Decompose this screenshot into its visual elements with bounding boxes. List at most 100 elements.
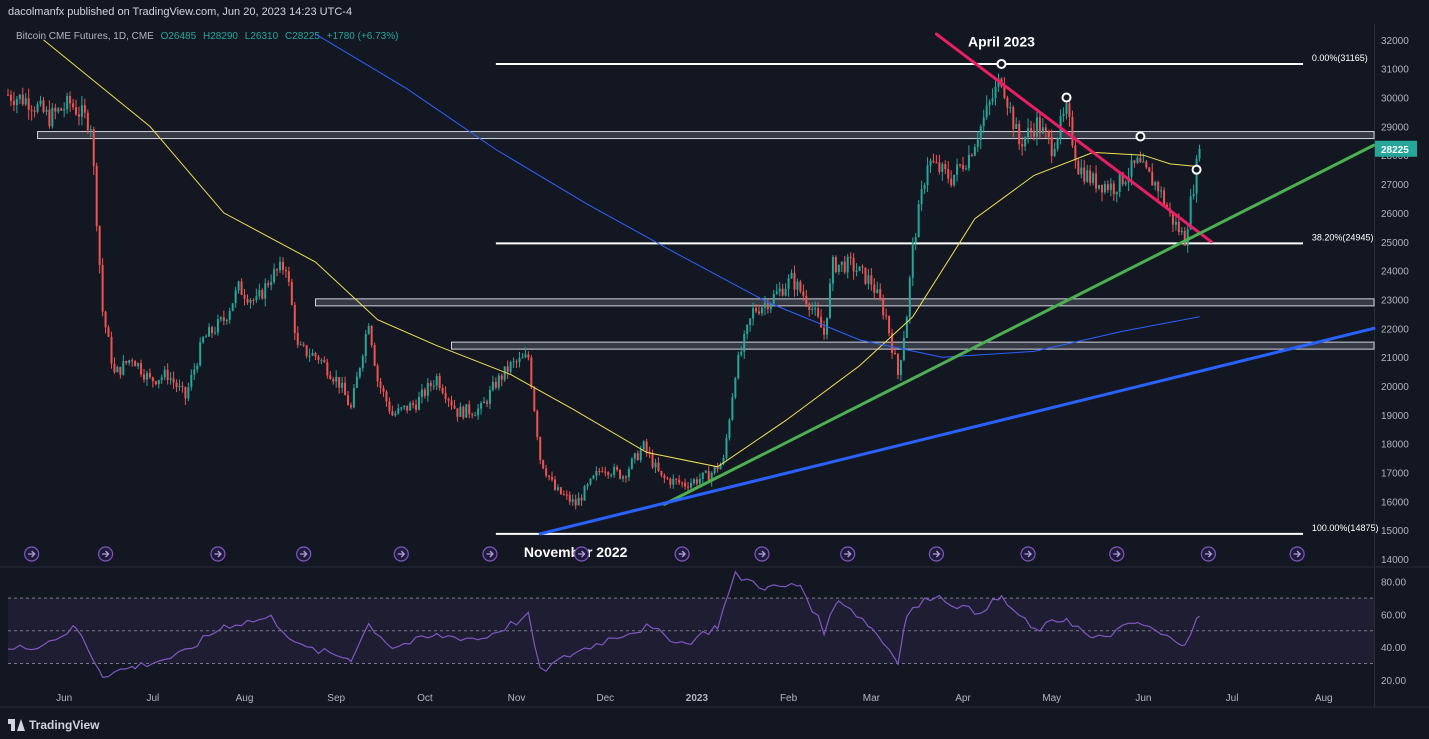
candle[interactable] xyxy=(994,80,997,106)
candle[interactable] xyxy=(1071,110,1074,149)
candle[interactable] xyxy=(826,317,829,340)
candle[interactable] xyxy=(361,354,364,372)
candle[interactable] xyxy=(308,348,311,362)
candle[interactable] xyxy=(592,475,595,480)
candle[interactable] xyxy=(107,325,110,338)
candle[interactable] xyxy=(929,158,932,174)
candle[interactable] xyxy=(781,283,784,297)
candle[interactable] xyxy=(515,359,518,368)
candle[interactable] xyxy=(740,346,743,357)
candle[interactable] xyxy=(447,397,450,407)
candle[interactable] xyxy=(287,266,290,287)
candle[interactable] xyxy=(110,331,113,369)
last-price-badge[interactable] xyxy=(1375,140,1417,157)
candle[interactable] xyxy=(1100,184,1103,202)
candle[interactable] xyxy=(571,494,574,506)
candle[interactable] xyxy=(882,294,885,320)
candle[interactable] xyxy=(970,153,973,157)
candle[interactable] xyxy=(228,307,231,324)
candle[interactable] xyxy=(317,354,320,364)
candle[interactable] xyxy=(290,278,293,306)
candle[interactable] xyxy=(465,404,468,418)
candle[interactable] xyxy=(1198,144,1201,162)
candle[interactable] xyxy=(636,450,639,461)
candle[interactable] xyxy=(787,274,790,297)
candle[interactable] xyxy=(784,283,787,297)
candle[interactable] xyxy=(642,440,645,451)
candle[interactable] xyxy=(1195,154,1198,203)
candle[interactable] xyxy=(219,316,222,322)
candle[interactable] xyxy=(1024,136,1027,152)
candle[interactable] xyxy=(172,371,175,389)
candle[interactable] xyxy=(143,368,146,383)
candle[interactable] xyxy=(483,396,486,404)
candle[interactable] xyxy=(1009,102,1012,113)
candle[interactable] xyxy=(21,87,24,106)
candle[interactable] xyxy=(213,326,216,336)
candle[interactable] xyxy=(166,363,169,385)
candle[interactable] xyxy=(409,401,412,411)
candle[interactable] xyxy=(778,282,781,297)
candle[interactable] xyxy=(944,160,947,175)
candle[interactable] xyxy=(36,101,39,114)
candle[interactable] xyxy=(894,347,897,355)
candle[interactable] xyxy=(1157,180,1160,200)
candle[interactable] xyxy=(823,320,826,340)
candle[interactable] xyxy=(935,154,938,164)
candle[interactable] xyxy=(299,341,302,346)
candle[interactable] xyxy=(1133,160,1136,168)
candle[interactable] xyxy=(728,418,731,441)
candle[interactable] xyxy=(193,363,196,380)
candle[interactable] xyxy=(364,330,367,364)
candle[interactable] xyxy=(722,454,725,466)
candle[interactable] xyxy=(163,365,166,381)
candle[interactable] xyxy=(891,328,894,359)
candle[interactable] xyxy=(122,355,125,376)
candle[interactable] xyxy=(1050,129,1053,164)
candle[interactable] xyxy=(1180,227,1183,236)
candle[interactable] xyxy=(583,484,586,501)
candle[interactable] xyxy=(151,376,154,388)
candle[interactable] xyxy=(512,357,515,368)
candle[interactable] xyxy=(296,326,299,349)
candle[interactable] xyxy=(1074,138,1077,169)
candle[interactable] xyxy=(737,351,740,380)
candle[interactable] xyxy=(367,323,370,335)
candle[interactable] xyxy=(154,380,157,386)
candle[interactable] xyxy=(793,265,796,297)
candle[interactable] xyxy=(42,97,45,114)
candle[interactable] xyxy=(199,337,202,367)
candle[interactable] xyxy=(959,163,962,168)
candle[interactable] xyxy=(33,106,36,118)
candle[interactable] xyxy=(692,477,695,486)
candle[interactable] xyxy=(598,467,601,476)
candle[interactable] xyxy=(385,390,388,407)
candle[interactable] xyxy=(775,283,778,295)
candle[interactable] xyxy=(30,105,33,121)
candle[interactable] xyxy=(1148,166,1151,173)
candle[interactable] xyxy=(1189,188,1192,231)
candle[interactable] xyxy=(607,471,610,479)
candle[interactable] xyxy=(1154,180,1157,191)
candle[interactable] xyxy=(938,154,941,175)
candle[interactable] xyxy=(539,436,542,465)
candle[interactable] xyxy=(1095,165,1098,193)
candle[interactable] xyxy=(790,269,793,279)
candle[interactable] xyxy=(701,472,704,484)
candle[interactable] xyxy=(1124,180,1127,187)
candle[interactable] xyxy=(453,399,456,410)
candle[interactable] xyxy=(157,379,160,389)
candle[interactable] xyxy=(763,295,766,316)
candle[interactable] xyxy=(477,403,480,420)
candle[interactable] xyxy=(817,302,820,319)
candle[interactable] xyxy=(1151,163,1154,186)
candle[interactable] xyxy=(326,358,329,379)
candle[interactable] xyxy=(137,362,140,370)
candle[interactable] xyxy=(731,393,734,421)
candle[interactable] xyxy=(976,131,979,153)
candle[interactable] xyxy=(1112,180,1115,201)
candle[interactable] xyxy=(134,359,137,367)
candle[interactable] xyxy=(1118,170,1121,198)
candle[interactable] xyxy=(772,289,775,305)
candle[interactable] xyxy=(205,334,208,338)
